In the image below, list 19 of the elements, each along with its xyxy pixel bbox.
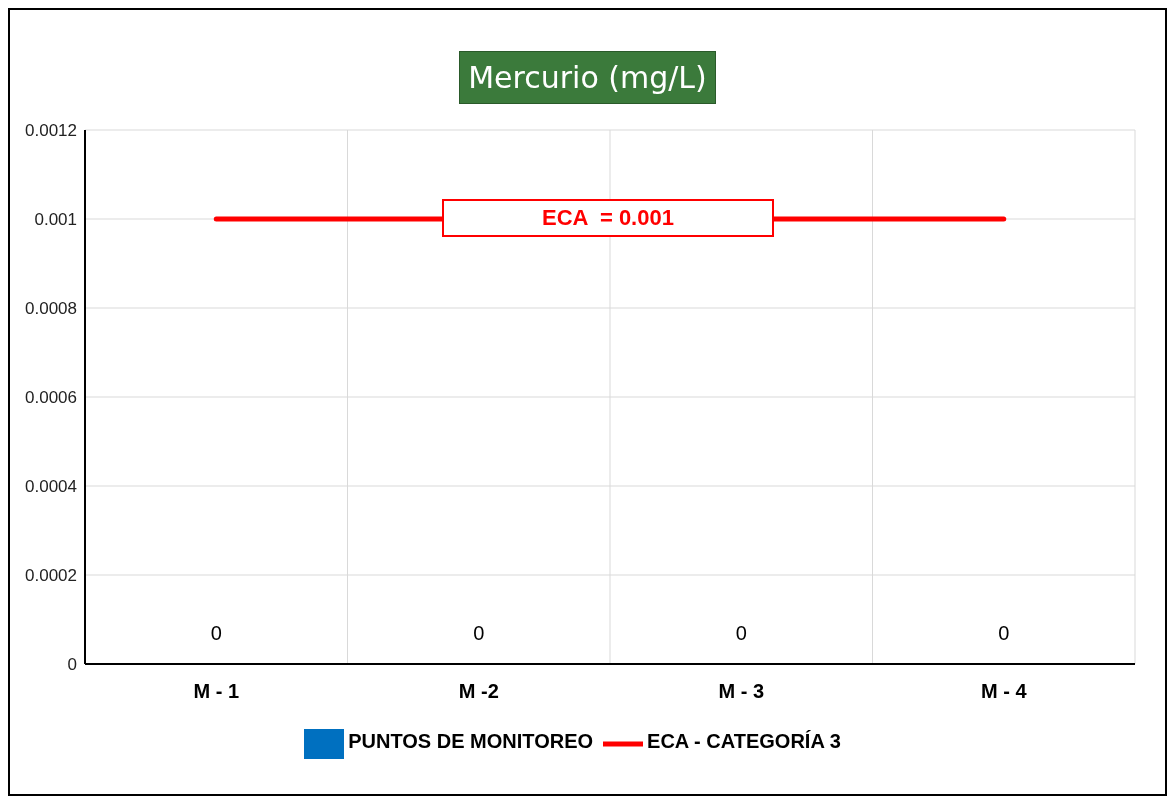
legend-label: ECA - CATEGORÍA 3 [647, 730, 841, 753]
y-tick-label: 0.0002 [25, 566, 77, 586]
data-label: 0 [209, 622, 223, 645]
x-tick-label: M - 3 [718, 680, 765, 703]
x-tick-label: M - 1 [193, 680, 240, 703]
x-tick-label: M - 4 [980, 680, 1028, 703]
y-tick-label: 0.0012 [25, 121, 77, 141]
data-label: 0 [472, 622, 486, 645]
data-label: 0 [734, 622, 748, 645]
y-tick-label: 0 [67, 655, 77, 675]
legend-label: PUNTOS DE MONITOREO [348, 730, 594, 753]
data-label: 0 [997, 622, 1011, 645]
y-tick-label: 0.001 [34, 210, 77, 230]
y-tick-label: 0.0004 [25, 477, 77, 497]
y-tick-label: 0.0006 [25, 388, 77, 408]
x-tick-label: M -2 [458, 680, 499, 703]
y-tick-label: 0.0008 [25, 299, 77, 319]
callout-box: ECA = 0.001 [442, 199, 774, 237]
chart-title: Mercurio (mg/L) [459, 51, 716, 104]
